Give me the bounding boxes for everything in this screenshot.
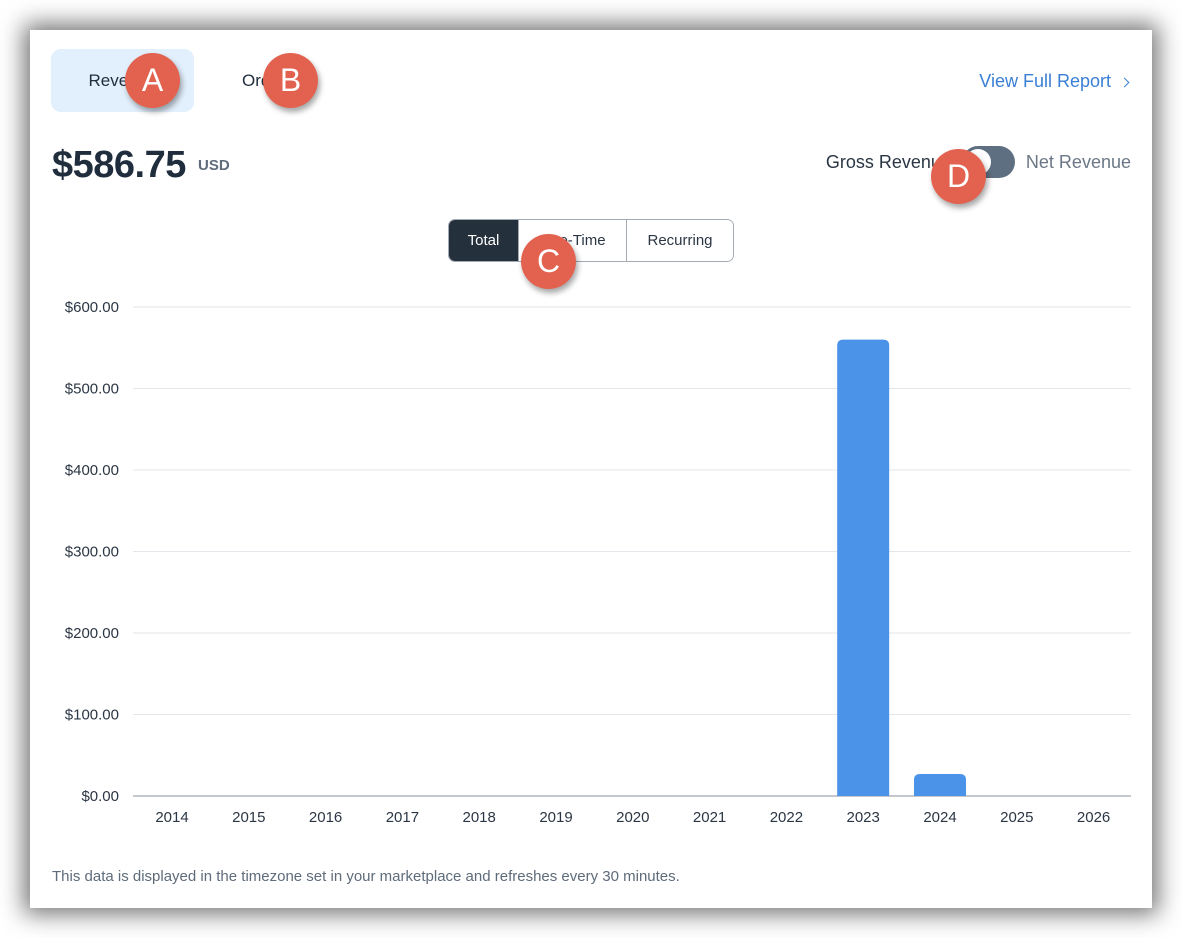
x-tick-label: 2019 — [539, 809, 572, 826]
annotation-badge-c: C — [521, 234, 576, 289]
x-tick-label: 2026 — [1077, 809, 1110, 826]
y-tick-label: $600.00 — [65, 299, 119, 316]
x-tick-label: 2022 — [770, 809, 803, 826]
y-tick-label: $100.00 — [65, 707, 119, 724]
annotation-badge-a: A — [125, 53, 180, 108]
x-tick-label: 2018 — [463, 809, 496, 826]
y-tick-label: $0.00 — [81, 788, 119, 805]
y-tick-label: $500.00 — [65, 381, 119, 398]
bar — [837, 339, 890, 796]
x-tick-label: 2016 — [309, 809, 342, 826]
view-full-report-link[interactable]: View Full Report — [979, 71, 1130, 92]
revenue-bar-chart: $0.00 $100.00 $200.00 $300.00 $400.00 $500.00… — [65, 299, 1131, 826]
y-tick-label: $300.00 — [65, 544, 119, 561]
revenue-amount: $586.75 — [52, 144, 186, 186]
revenue-type-segmented-control: Total One-Time Recurring — [448, 219, 734, 262]
chevron-right-icon — [1119, 77, 1130, 87]
bar — [914, 773, 966, 796]
net-revenue-label: Net Revenue — [1025, 151, 1131, 172]
annotation-badge-d: D — [931, 149, 986, 204]
x-tick-label: 2025 — [1000, 809, 1033, 826]
gross-revenue-label: Gross Revenue — [825, 151, 951, 172]
x-tick-label: 2020 — [616, 809, 649, 826]
x-tick-label: 2023 — [847, 809, 880, 826]
currency-label: USD — [198, 157, 230, 174]
segment-total[interactable]: Total — [449, 220, 519, 261]
view-full-report-label: View Full Report — [979, 71, 1111, 91]
y-tick-label: $400.00 — [65, 462, 119, 479]
x-tick-label: 2015 — [232, 809, 265, 826]
annotation-badge-b: B — [263, 53, 318, 108]
timezone-footnote: This data is displayed in the timezone s… — [52, 868, 680, 885]
revenue-card: Revenue Orders View Full Report $586.75 … — [30, 30, 1152, 908]
segment-recurring[interactable]: Recurring — [627, 220, 733, 261]
x-tick-label: 2021 — [693, 809, 726, 826]
x-tick-label: 2024 — [923, 809, 956, 826]
x-tick-label: 2017 — [386, 809, 419, 826]
x-tick-label: 2014 — [155, 809, 188, 826]
y-tick-label: $200.00 — [65, 625, 119, 642]
